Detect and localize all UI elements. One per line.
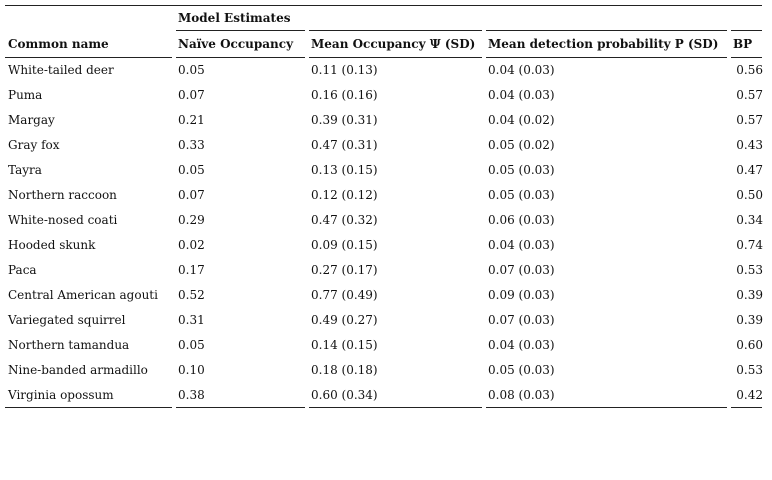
table-cell: 0.12 (0.12) <box>311 188 378 202</box>
table-cell: 0.05 (0.02) <box>488 138 555 152</box>
species-name: Gray fox <box>8 138 60 152</box>
column-header: Naïve Occupancy <box>178 37 294 51</box>
table-cell: 0.47 (0.32) <box>311 213 378 227</box>
table-cell: 0.34 <box>736 213 763 227</box>
table-cell: 0.57 <box>736 113 763 127</box>
rule <box>176 57 305 58</box>
table-cell: 0.49 (0.27) <box>311 313 378 327</box>
rule <box>309 57 482 58</box>
table-cell: 0.43 <box>736 138 763 152</box>
rule <box>176 30 305 31</box>
rule <box>486 30 727 31</box>
table-cell: 0.18 (0.18) <box>311 363 378 377</box>
table-cell: 0.39 (0.31) <box>311 113 378 127</box>
species-name: Virginia opossum <box>8 388 114 402</box>
table-cell: 0.11 (0.13) <box>311 63 378 77</box>
column-header: Mean detection probability P (SD) <box>488 37 719 51</box>
rule <box>176 407 305 408</box>
table-cell: 0.02 <box>178 238 205 252</box>
species-name: Northern raccoon <box>8 188 117 202</box>
species-name: Northern tamandua <box>8 338 130 352</box>
rule <box>309 30 482 31</box>
table-cell: 0.09 (0.03) <box>488 288 555 302</box>
table-cell: 0.39 <box>736 288 763 302</box>
table-cell: 0.53 <box>736 363 763 377</box>
rule <box>5 407 172 408</box>
table-cell: 0.42 <box>736 388 763 402</box>
table-cell: 0.47 <box>736 163 763 177</box>
table-cell: 0.17 <box>178 263 205 277</box>
species-name: White-nosed coati <box>8 213 118 227</box>
species-name: White-tailed deer <box>8 63 114 77</box>
table-cell: 0.53 <box>736 263 763 277</box>
table-cell: 0.04 (0.03) <box>488 88 555 102</box>
species-name: Paca <box>8 263 37 277</box>
table-cell: 0.50 <box>736 188 763 202</box>
species-name: Nine-banded armadillo <box>8 363 148 377</box>
table-cell: 0.07 <box>178 188 205 202</box>
table-cell: 0.05 (0.03) <box>488 363 555 377</box>
table-cell: 0.56 <box>736 63 763 77</box>
table-cell: 0.09 (0.15) <box>311 238 378 252</box>
table-cell: 0.07 <box>178 88 205 102</box>
rule <box>486 57 727 58</box>
rule <box>309 407 482 408</box>
table-cell: 0.14 (0.15) <box>311 338 378 352</box>
table-cell: 0.07 (0.03) <box>488 263 555 277</box>
table-cell: 0.05 (0.03) <box>488 163 555 177</box>
table-cell: 0.74 <box>736 238 763 252</box>
table-cell: 0.10 <box>178 363 205 377</box>
rule <box>731 57 762 58</box>
species-name: Variegated squirrel <box>8 313 126 327</box>
table-cell: 0.05 <box>178 338 205 352</box>
table-cell: 0.38 <box>178 388 205 402</box>
table-cell: 0.60 (0.34) <box>311 388 378 402</box>
table-cell: 0.07 (0.03) <box>488 313 555 327</box>
table-cell: 0.06 (0.03) <box>488 213 555 227</box>
table-cell: 0.29 <box>178 213 205 227</box>
group-header: Model Estimates <box>178 11 291 25</box>
column-header: Common name <box>8 37 109 51</box>
table-cell: 0.05 <box>178 163 205 177</box>
species-name: Tayra <box>8 163 42 177</box>
table-cell: 0.05 (0.03) <box>488 188 555 202</box>
table-cell: 0.21 <box>178 113 205 127</box>
table-cell: 0.04 (0.02) <box>488 113 555 127</box>
species-name: Margay <box>8 113 55 127</box>
table-cell: 0.57 <box>736 88 763 102</box>
rule <box>731 407 762 408</box>
column-header: Mean Occupancy Ψ (SD) <box>311 37 476 51</box>
rule <box>731 30 762 31</box>
table-cell: 0.08 (0.03) <box>488 388 555 402</box>
table-cell: 0.05 <box>178 63 205 77</box>
rule <box>486 407 727 408</box>
table-cell: 0.04 (0.03) <box>488 63 555 77</box>
table-cell: 0.04 (0.03) <box>488 338 555 352</box>
rule <box>5 5 762 6</box>
species-name: Hooded skunk <box>8 238 96 252</box>
species-name: Puma <box>8 88 43 102</box>
table-cell: 0.33 <box>178 138 205 152</box>
table-cell: 0.31 <box>178 313 205 327</box>
table-cell: 0.60 <box>736 338 763 352</box>
species-name: Central American agouti <box>8 288 158 302</box>
table-cell: 0.27 (0.17) <box>311 263 378 277</box>
rule <box>5 57 172 58</box>
table-cell: 0.77 (0.49) <box>311 288 378 302</box>
table-cell: 0.39 <box>736 313 763 327</box>
column-header: BP <box>733 37 753 51</box>
table-cell: 0.04 (0.03) <box>488 238 555 252</box>
table-cell: 0.13 (0.15) <box>311 163 378 177</box>
table-cell: 0.16 (0.16) <box>311 88 378 102</box>
table-cell: 0.52 <box>178 288 205 302</box>
table-cell: 0.47 (0.31) <box>311 138 378 152</box>
